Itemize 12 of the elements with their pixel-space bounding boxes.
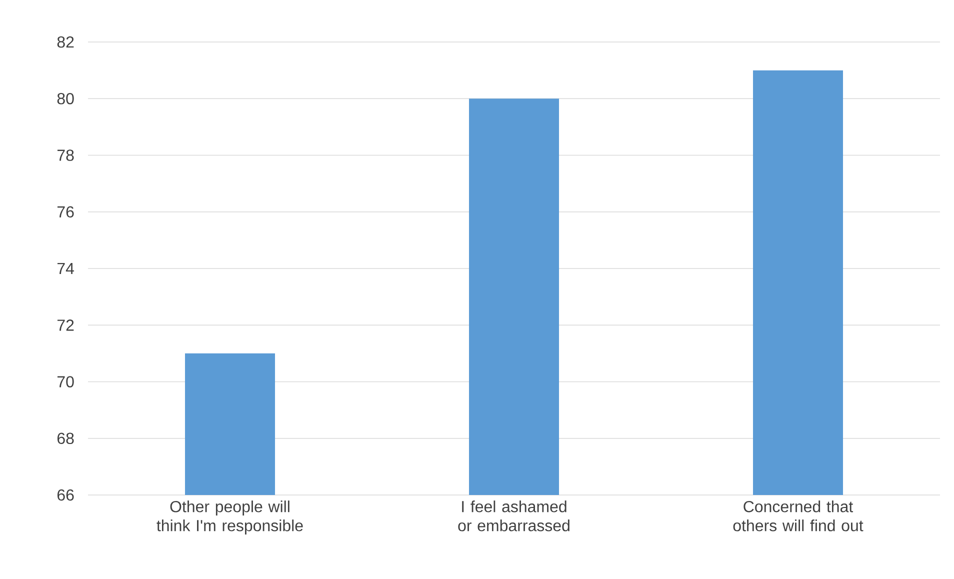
y-tick-label: 76 bbox=[57, 206, 74, 218]
y-tick-label: 68 bbox=[57, 432, 74, 444]
y-tick-label: 78 bbox=[57, 150, 74, 161]
x-tick-label: Other people will think I'm responsible bbox=[156, 500, 303, 534]
y-tick-label: 80 bbox=[57, 92, 74, 104]
y-tick-label: 66 bbox=[57, 489, 74, 501]
y-tick-label: 74 bbox=[57, 262, 74, 274]
x-tick-label: Concerned that others will find out bbox=[733, 500, 864, 532]
y-tick-label: 70 bbox=[57, 376, 74, 388]
y-tick-label: 82 bbox=[57, 36, 74, 48]
y-tick-label: 72 bbox=[57, 320, 74, 331]
x-tick-label: I feel ashamed or embarrassed bbox=[458, 500, 570, 532]
